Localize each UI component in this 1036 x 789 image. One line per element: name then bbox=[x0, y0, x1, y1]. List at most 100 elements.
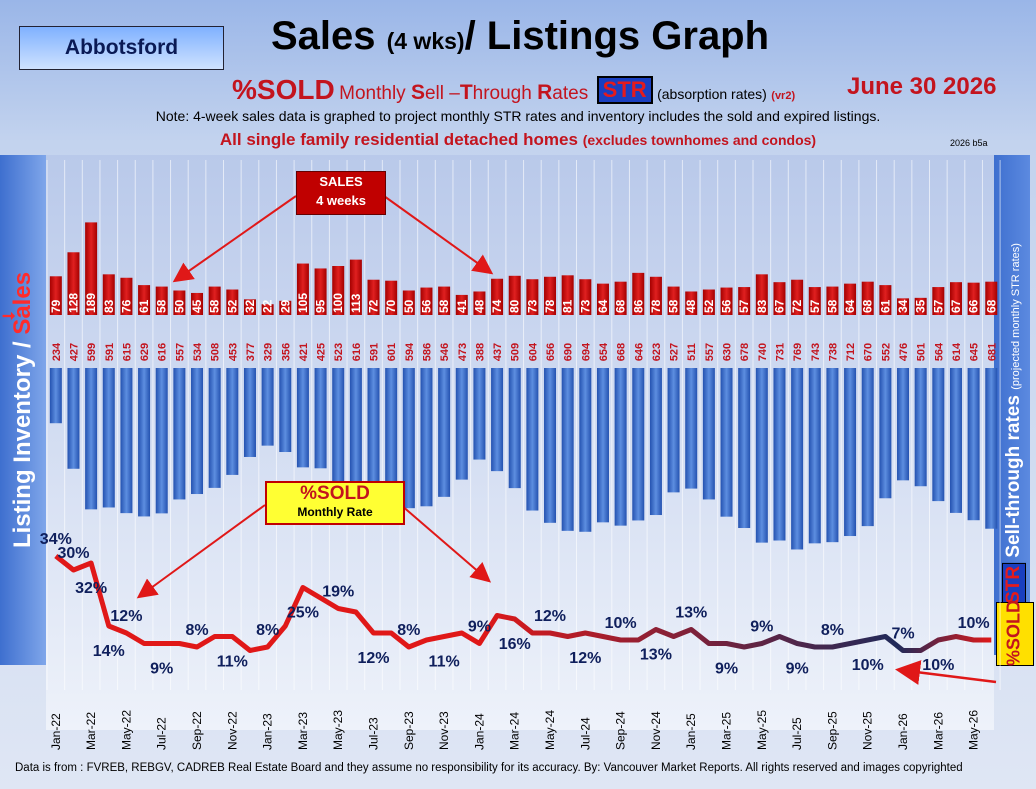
inventory-bars bbox=[49, 368, 998, 550]
sales-bar bbox=[332, 266, 345, 315]
sold-callout-line2: Monthly Rate bbox=[297, 505, 373, 519]
inventory-value: 427 bbox=[68, 343, 80, 361]
sold-badge bbox=[996, 602, 1034, 666]
mst-r: R bbox=[537, 81, 553, 104]
sales-value: 61 bbox=[878, 299, 892, 313]
inventory-value: 546 bbox=[439, 343, 451, 361]
x-tick-label: Jan-25 bbox=[684, 713, 698, 750]
inventory-bar bbox=[420, 368, 433, 507]
inventory-value: 694 bbox=[580, 342, 592, 361]
str-value: 9% bbox=[715, 661, 738, 678]
x-tick-label: Jul-23 bbox=[367, 717, 381, 750]
sales-bar bbox=[402, 290, 415, 315]
sales-bar bbox=[85, 222, 98, 315]
inventory-bar bbox=[102, 368, 115, 508]
sales-bar bbox=[632, 272, 645, 315]
sales-value: 73 bbox=[578, 299, 592, 313]
inventory-bar bbox=[879, 368, 892, 499]
chart-code: 2026 b5a bbox=[950, 138, 988, 148]
sales-value: 48 bbox=[472, 299, 486, 313]
inventory-value: 523 bbox=[333, 343, 345, 361]
sold-callout: %SOLD Monthly Rate bbox=[265, 481, 405, 525]
inventory-bar bbox=[279, 368, 292, 453]
str-value: 8% bbox=[185, 622, 208, 639]
sales-value: 67 bbox=[949, 299, 963, 313]
gridlines bbox=[46, 160, 1001, 690]
str-value: 10% bbox=[852, 657, 884, 674]
sales-value: 113 bbox=[349, 293, 363, 313]
x-tick-label: Jul-25 bbox=[790, 717, 804, 750]
sales-bar bbox=[720, 287, 733, 315]
sales-value-labels: 79 128 189 83 76 61 58 50 45 58 52 32 22 29 105 95 100 11… bbox=[49, 293, 998, 313]
inventory-value: 629 bbox=[139, 343, 151, 361]
mst-prefix: Monthly bbox=[339, 83, 411, 104]
subtitle: %SOLD Monthly Sell –Through Rates STR (a… bbox=[232, 74, 795, 106]
title-small: (4 wks) bbox=[386, 28, 465, 54]
sales-bar bbox=[702, 289, 715, 315]
sales-value: 100 bbox=[331, 293, 345, 313]
sales-bar bbox=[138, 285, 151, 315]
inventory-value: 614 bbox=[951, 342, 963, 361]
sales-value: 58 bbox=[437, 299, 451, 313]
str-value: 10% bbox=[605, 615, 637, 632]
inventory-bar bbox=[367, 368, 380, 508]
str-value-labels: 34%30% 32% 14% 12% 9% 8% 11% 8% 25%19% 12% 8% 11% 9%… bbox=[40, 531, 990, 678]
sales-value: 50 bbox=[172, 299, 186, 313]
version-label: (vr2) bbox=[771, 90, 796, 102]
scope-small: (excludes townhomes and condos) bbox=[582, 132, 817, 148]
str-value: 11% bbox=[429, 654, 460, 671]
inventory-value: 769 bbox=[792, 343, 804, 361]
sales-bars bbox=[49, 222, 998, 315]
str-value: 14% bbox=[93, 643, 125, 660]
sales-value: 72 bbox=[790, 299, 804, 313]
inventory-value: 645 bbox=[969, 343, 981, 361]
sales-value: 56 bbox=[720, 299, 734, 313]
inventory-value: 594 bbox=[404, 342, 416, 361]
sales-value: 58 bbox=[208, 299, 222, 313]
x-tick-label: May-22 bbox=[119, 710, 133, 750]
sales-value: 34 bbox=[896, 299, 910, 313]
sales-bar bbox=[914, 297, 927, 315]
inventory-bar bbox=[826, 368, 839, 543]
sales-bar bbox=[314, 268, 327, 315]
inventory-bar bbox=[332, 368, 345, 492]
mst-t: T bbox=[459, 81, 473, 104]
inventory-bar bbox=[138, 368, 151, 517]
str-value: 8% bbox=[397, 622, 420, 639]
sales-bar bbox=[861, 281, 874, 315]
sales-bar bbox=[897, 298, 910, 315]
x-tick-label: Sep-25 bbox=[825, 711, 839, 750]
inventory-value: 731 bbox=[774, 343, 786, 361]
sales-callout-line2: 4 weeks bbox=[316, 193, 366, 208]
x-tick-label: May-24 bbox=[543, 710, 557, 750]
str-value: 8% bbox=[256, 622, 279, 639]
sales-bar bbox=[243, 299, 256, 315]
inventory-bar bbox=[579, 368, 592, 532]
inventory-value: 623 bbox=[651, 343, 663, 361]
inventory-bar bbox=[596, 368, 609, 523]
x-tick-label: Jan-26 bbox=[896, 713, 910, 750]
inventory-bar bbox=[632, 368, 645, 521]
sales-value: 67 bbox=[772, 299, 786, 313]
sales-value: 83 bbox=[102, 299, 116, 313]
left-axis-band bbox=[0, 155, 46, 665]
inventory-label-strip bbox=[46, 319, 994, 349]
sales-arrow-left bbox=[172, 195, 297, 283]
inventory-bar bbox=[755, 368, 768, 543]
str-value: 9% bbox=[786, 661, 809, 678]
sales-value: 56 bbox=[419, 299, 433, 313]
str-value: 13% bbox=[675, 605, 707, 622]
city-badge: Abbotsford bbox=[19, 26, 224, 70]
sales-value: 68 bbox=[984, 299, 998, 313]
sales-bar bbox=[526, 279, 539, 315]
sales-value: 64 bbox=[843, 299, 857, 313]
str-value: 9% bbox=[468, 619, 491, 636]
inventory-value: 615 bbox=[121, 343, 133, 361]
sales-bar bbox=[985, 281, 998, 315]
sales-value: 83 bbox=[755, 299, 769, 313]
inventory-value: 738 bbox=[827, 343, 839, 361]
sales-value: 32 bbox=[243, 299, 257, 313]
sales-bar bbox=[473, 291, 486, 315]
x-tick-label: Nov-23 bbox=[437, 711, 451, 750]
x-tick-label: May-25 bbox=[755, 710, 769, 750]
